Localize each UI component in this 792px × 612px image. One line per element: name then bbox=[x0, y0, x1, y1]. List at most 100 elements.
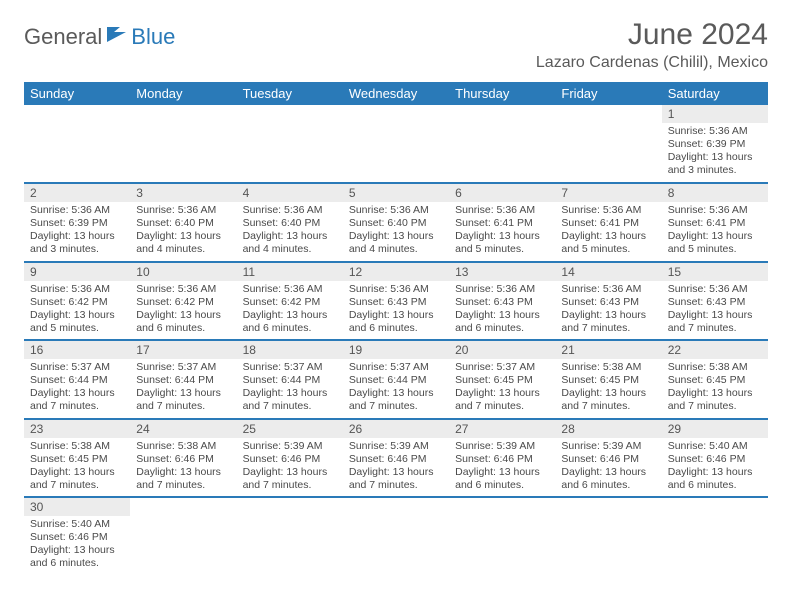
calendar-week-row: 30Sunrise: 5:40 AMSunset: 6:46 PMDayligh… bbox=[24, 497, 768, 575]
sunrise-text: Sunrise: 5:36 AM bbox=[136, 283, 230, 296]
sunrise-text: Sunrise: 5:36 AM bbox=[668, 204, 762, 217]
sunset-text: Sunset: 6:42 PM bbox=[243, 296, 337, 309]
brand-part2: Blue bbox=[131, 24, 175, 50]
calendar-cell: 19Sunrise: 5:37 AMSunset: 6:44 PMDayligh… bbox=[343, 340, 449, 419]
daylight-text: Daylight: 13 hours and 7 minutes. bbox=[243, 466, 337, 492]
flag-icon bbox=[106, 26, 128, 49]
daylight-text: Daylight: 13 hours and 7 minutes. bbox=[455, 387, 549, 413]
daylight-text: Daylight: 13 hours and 7 minutes. bbox=[349, 466, 443, 492]
calendar-cell: 26Sunrise: 5:39 AMSunset: 6:46 PMDayligh… bbox=[343, 419, 449, 498]
sunset-text: Sunset: 6:46 PM bbox=[349, 453, 443, 466]
day-details: Sunrise: 5:36 AMSunset: 6:42 PMDaylight:… bbox=[130, 281, 236, 340]
calendar-cell: 27Sunrise: 5:39 AMSunset: 6:46 PMDayligh… bbox=[449, 419, 555, 498]
day-number: 29 bbox=[662, 420, 768, 438]
calendar-cell: . bbox=[130, 497, 236, 575]
daylight-text: Daylight: 13 hours and 6 minutes. bbox=[455, 309, 549, 335]
day-number: 8 bbox=[662, 184, 768, 202]
daylight-text: Daylight: 13 hours and 5 minutes. bbox=[30, 309, 124, 335]
calendar-cell: 18Sunrise: 5:37 AMSunset: 6:44 PMDayligh… bbox=[237, 340, 343, 419]
day-number: 15 bbox=[662, 263, 768, 281]
calendar-cell: . bbox=[343, 497, 449, 575]
calendar-cell: . bbox=[449, 105, 555, 183]
day-number: 5 bbox=[343, 184, 449, 202]
day-number: 17 bbox=[130, 341, 236, 359]
daylight-text: Daylight: 13 hours and 7 minutes. bbox=[30, 387, 124, 413]
day-number: 20 bbox=[449, 341, 555, 359]
calendar-cell: 6Sunrise: 5:36 AMSunset: 6:41 PMDaylight… bbox=[449, 183, 555, 262]
day-number: 26 bbox=[343, 420, 449, 438]
sunrise-text: Sunrise: 5:37 AM bbox=[243, 361, 337, 374]
sunset-text: Sunset: 6:43 PM bbox=[668, 296, 762, 309]
day-details: Sunrise: 5:37 AMSunset: 6:44 PMDaylight:… bbox=[130, 359, 236, 418]
day-details: Sunrise: 5:36 AMSunset: 6:40 PMDaylight:… bbox=[343, 202, 449, 261]
calendar-week-row: 2Sunrise: 5:36 AMSunset: 6:39 PMDaylight… bbox=[24, 183, 768, 262]
day-number: 19 bbox=[343, 341, 449, 359]
calendar-week-row: ......1Sunrise: 5:36 AMSunset: 6:39 PMDa… bbox=[24, 105, 768, 183]
sunrise-text: Sunrise: 5:36 AM bbox=[668, 283, 762, 296]
day-details: Sunrise: 5:36 AMSunset: 6:43 PMDaylight:… bbox=[449, 281, 555, 340]
sunset-text: Sunset: 6:41 PM bbox=[561, 217, 655, 230]
calendar-cell: 3Sunrise: 5:36 AMSunset: 6:40 PMDaylight… bbox=[130, 183, 236, 262]
daylight-text: Daylight: 13 hours and 7 minutes. bbox=[561, 387, 655, 413]
day-details: Sunrise: 5:36 AMSunset: 6:41 PMDaylight:… bbox=[449, 202, 555, 261]
day-details: Sunrise: 5:36 AMSunset: 6:42 PMDaylight:… bbox=[237, 281, 343, 340]
day-details: Sunrise: 5:36 AMSunset: 6:42 PMDaylight:… bbox=[24, 281, 130, 340]
header: General Blue June 2024 Lazaro Cardenas (… bbox=[24, 18, 768, 72]
daylight-text: Daylight: 13 hours and 4 minutes. bbox=[349, 230, 443, 256]
calendar-cell: 9Sunrise: 5:36 AMSunset: 6:42 PMDaylight… bbox=[24, 262, 130, 341]
sunrise-text: Sunrise: 5:36 AM bbox=[455, 283, 549, 296]
sunrise-text: Sunrise: 5:39 AM bbox=[243, 440, 337, 453]
sunset-text: Sunset: 6:39 PM bbox=[668, 138, 762, 151]
sunset-text: Sunset: 6:40 PM bbox=[349, 217, 443, 230]
daylight-text: Daylight: 13 hours and 6 minutes. bbox=[349, 309, 443, 335]
sunset-text: Sunset: 6:45 PM bbox=[561, 374, 655, 387]
sunset-text: Sunset: 6:44 PM bbox=[349, 374, 443, 387]
sunset-text: Sunset: 6:43 PM bbox=[455, 296, 549, 309]
daylight-text: Daylight: 13 hours and 5 minutes. bbox=[455, 230, 549, 256]
sunset-text: Sunset: 6:46 PM bbox=[561, 453, 655, 466]
daylight-text: Daylight: 13 hours and 7 minutes. bbox=[30, 466, 124, 492]
sunset-text: Sunset: 6:42 PM bbox=[136, 296, 230, 309]
day-details: Sunrise: 5:38 AMSunset: 6:45 PMDaylight:… bbox=[662, 359, 768, 418]
calendar-cell: 1Sunrise: 5:36 AMSunset: 6:39 PMDaylight… bbox=[662, 105, 768, 183]
day-number: 12 bbox=[343, 263, 449, 281]
day-details: Sunrise: 5:36 AMSunset: 6:43 PMDaylight:… bbox=[343, 281, 449, 340]
sunrise-text: Sunrise: 5:38 AM bbox=[561, 361, 655, 374]
day-header: Tuesday bbox=[237, 82, 343, 105]
page-title: June 2024 bbox=[536, 18, 768, 52]
sunrise-text: Sunrise: 5:37 AM bbox=[30, 361, 124, 374]
calendar-cell: . bbox=[555, 497, 661, 575]
calendar-cell: 15Sunrise: 5:36 AMSunset: 6:43 PMDayligh… bbox=[662, 262, 768, 341]
day-details: Sunrise: 5:36 AMSunset: 6:41 PMDaylight:… bbox=[555, 202, 661, 261]
calendar-cell: . bbox=[449, 497, 555, 575]
day-header-row: Sunday Monday Tuesday Wednesday Thursday… bbox=[24, 82, 768, 105]
day-details: Sunrise: 5:39 AMSunset: 6:46 PMDaylight:… bbox=[449, 438, 555, 497]
day-details: Sunrise: 5:39 AMSunset: 6:46 PMDaylight:… bbox=[555, 438, 661, 497]
day-details: Sunrise: 5:39 AMSunset: 6:46 PMDaylight:… bbox=[343, 438, 449, 497]
day-number: 18 bbox=[237, 341, 343, 359]
daylight-text: Daylight: 13 hours and 6 minutes. bbox=[243, 309, 337, 335]
brand-logo: General Blue bbox=[24, 24, 175, 50]
sunset-text: Sunset: 6:44 PM bbox=[30, 374, 124, 387]
sunset-text: Sunset: 6:46 PM bbox=[668, 453, 762, 466]
day-number: 16 bbox=[24, 341, 130, 359]
day-number: 11 bbox=[237, 263, 343, 281]
day-details: Sunrise: 5:36 AMSunset: 6:40 PMDaylight:… bbox=[237, 202, 343, 261]
day-details: Sunrise: 5:38 AMSunset: 6:45 PMDaylight:… bbox=[24, 438, 130, 497]
sunrise-text: Sunrise: 5:38 AM bbox=[136, 440, 230, 453]
day-details: Sunrise: 5:36 AMSunset: 6:41 PMDaylight:… bbox=[662, 202, 768, 261]
day-number: 13 bbox=[449, 263, 555, 281]
day-number: 27 bbox=[449, 420, 555, 438]
day-details: Sunrise: 5:40 AMSunset: 6:46 PMDaylight:… bbox=[662, 438, 768, 497]
sunset-text: Sunset: 6:46 PM bbox=[30, 531, 124, 544]
daylight-text: Daylight: 13 hours and 7 minutes. bbox=[136, 466, 230, 492]
day-details: Sunrise: 5:40 AMSunset: 6:46 PMDaylight:… bbox=[24, 516, 130, 575]
calendar-cell: 24Sunrise: 5:38 AMSunset: 6:46 PMDayligh… bbox=[130, 419, 236, 498]
sunrise-text: Sunrise: 5:36 AM bbox=[30, 283, 124, 296]
daylight-text: Daylight: 13 hours and 7 minutes. bbox=[668, 387, 762, 413]
calendar-cell: 10Sunrise: 5:36 AMSunset: 6:42 PMDayligh… bbox=[130, 262, 236, 341]
day-number: 14 bbox=[555, 263, 661, 281]
day-details: Sunrise: 5:37 AMSunset: 6:44 PMDaylight:… bbox=[24, 359, 130, 418]
daylight-text: Daylight: 13 hours and 4 minutes. bbox=[243, 230, 337, 256]
sunrise-text: Sunrise: 5:36 AM bbox=[561, 204, 655, 217]
